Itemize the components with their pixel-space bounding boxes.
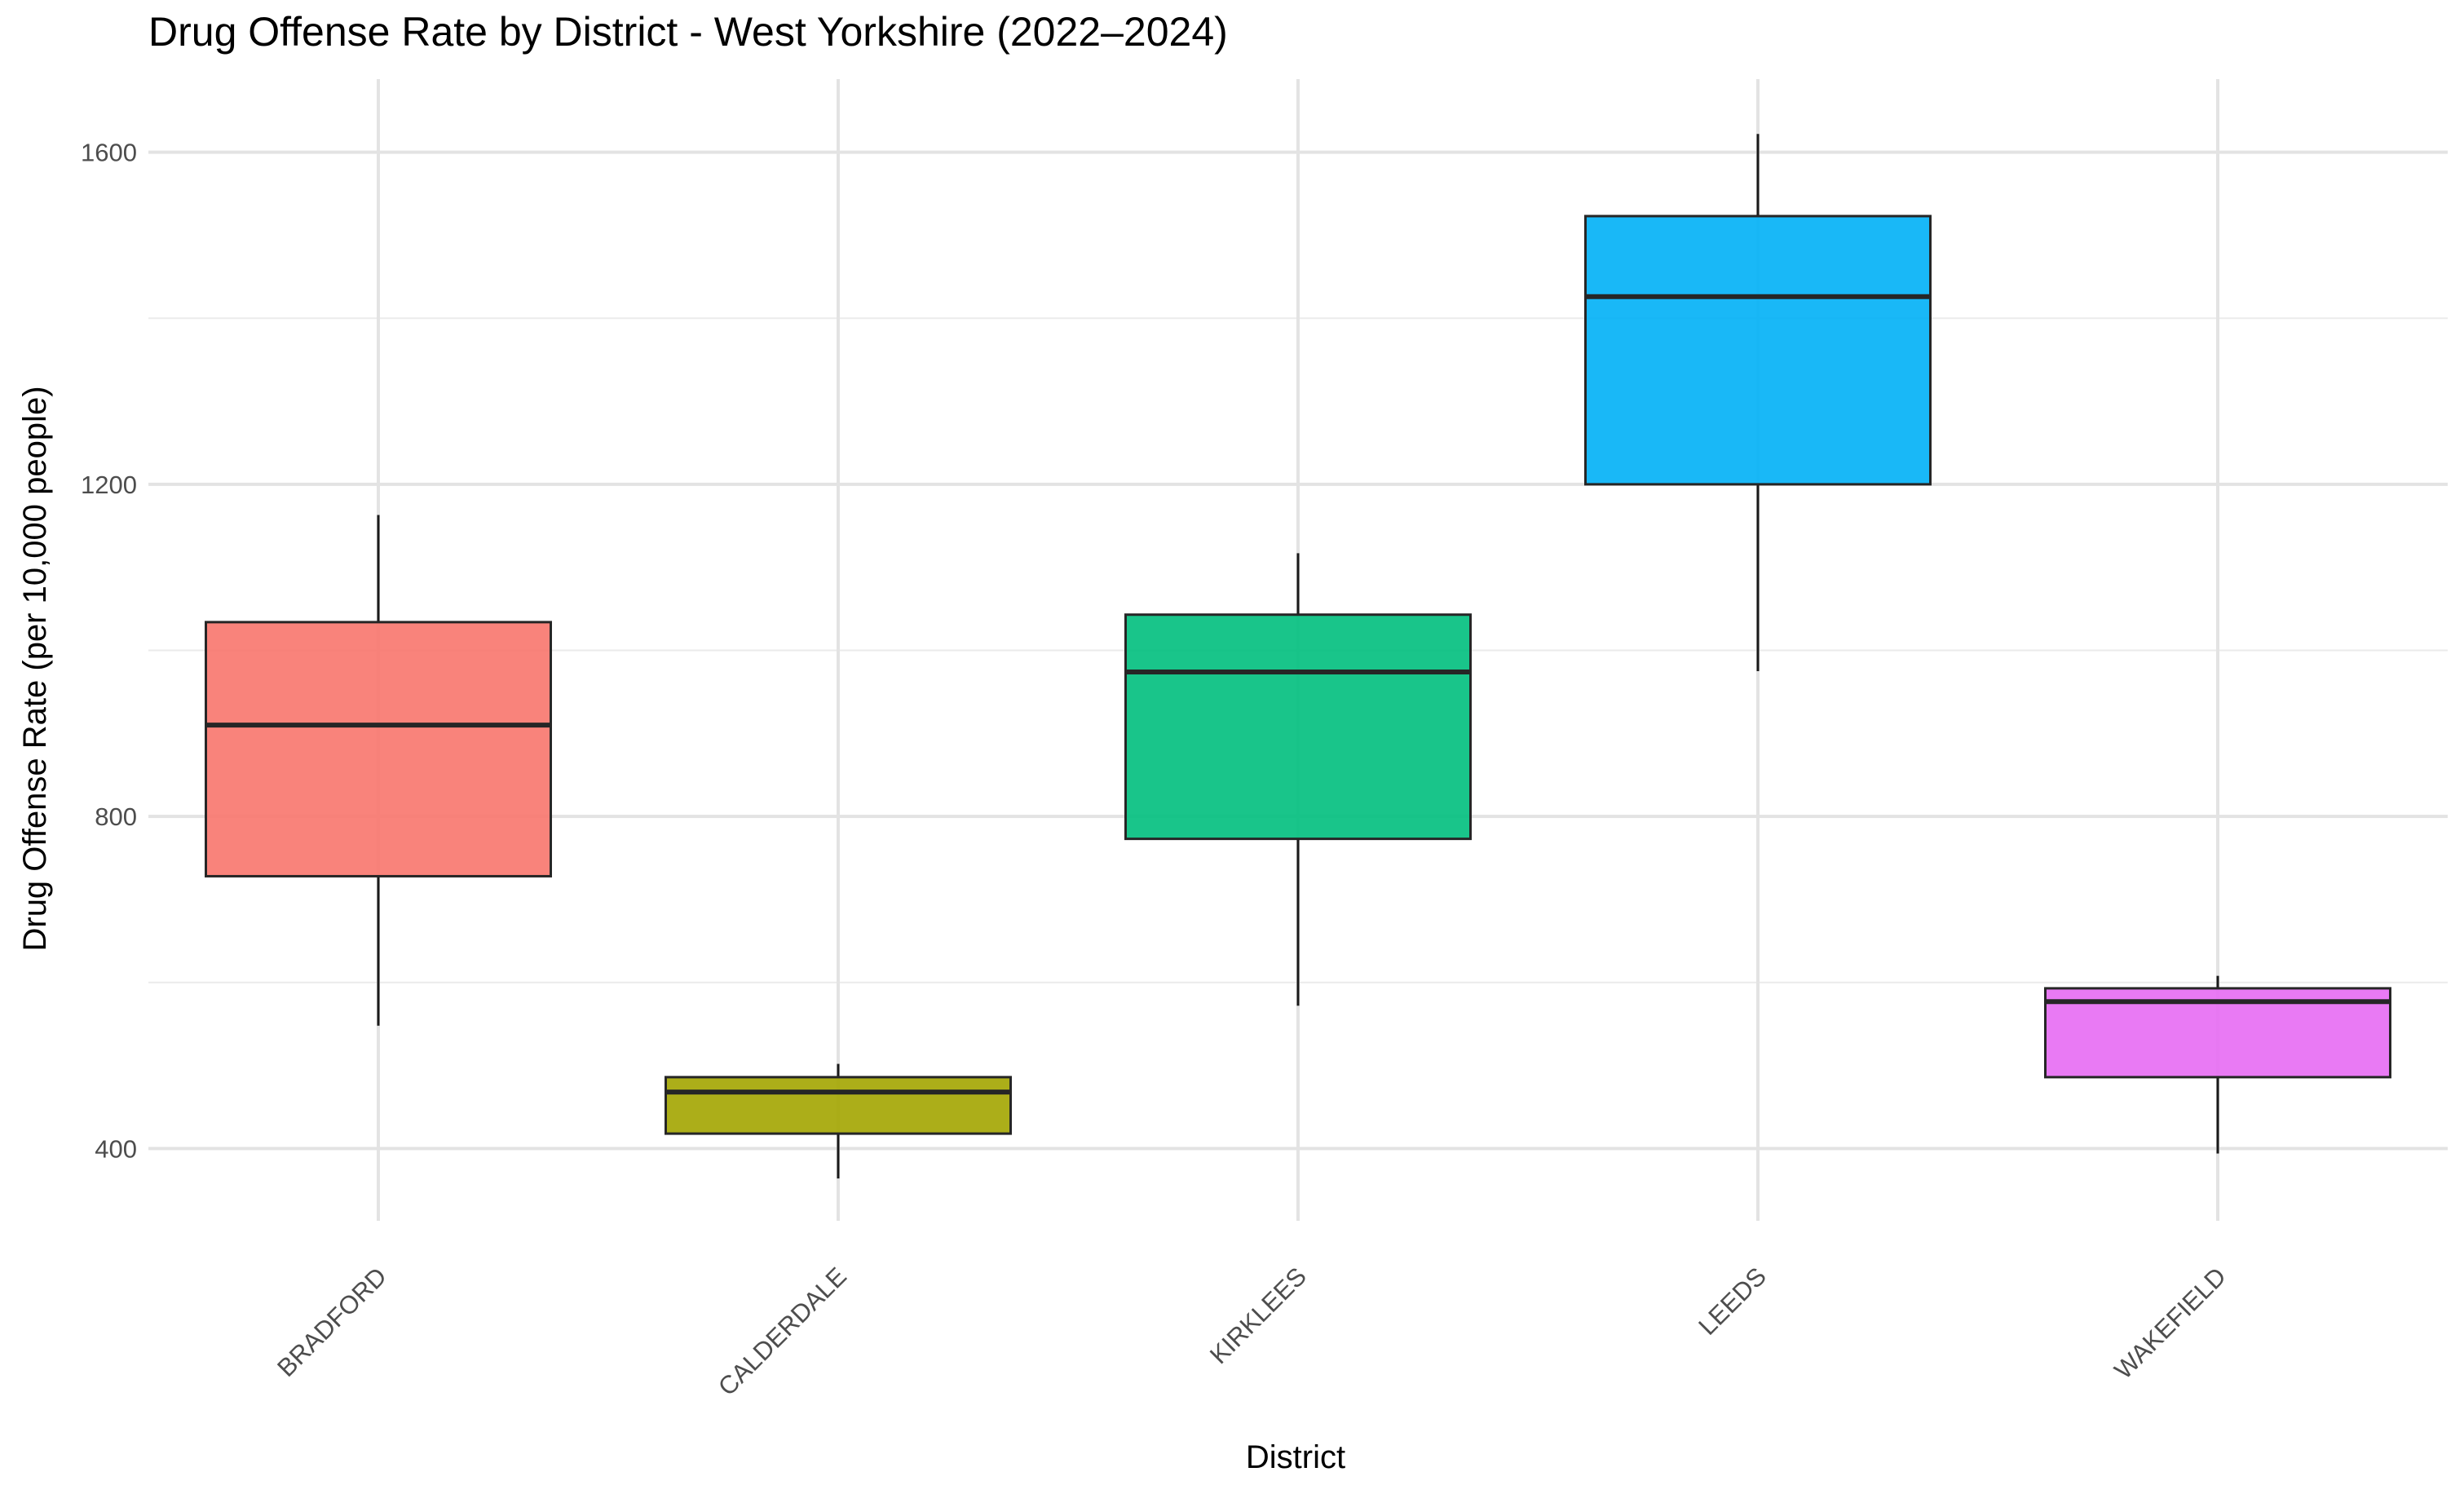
y-axis-title: Drug Offense Rate (per 10,000 people) [17,386,53,951]
box-bradford [205,515,552,1026]
y-tick-label: 400 [95,1134,137,1163]
x-axis-title: District [1246,1439,1345,1475]
x-tick-label: BRADFORD [272,1262,392,1382]
y-tick-label: 800 [95,802,137,831]
iqr-box [1124,613,1472,841]
y-tick-label: 1600 [81,139,137,167]
x-axis-ticks: BRADFORD CALDERDALE KIRKLEES LEEDS WAKEFIELD [272,1262,2232,1401]
iqr-box [205,621,552,877]
box-leeds [1584,134,1932,671]
box-series [205,134,2391,1179]
x-tick-label: WAKEFIELD [2109,1262,2232,1385]
iqr-box [1584,214,1932,486]
box-calderdale [665,1063,1012,1179]
y-axis-ticks: 400 800 1200 1600 [81,139,137,1164]
x-tick-label: CALDERDALE [713,1262,852,1401]
x-tick-label: KIRKLEES [1204,1262,1312,1369]
y-tick-label: 1200 [81,471,137,499]
box-wakefield [2044,975,2391,1154]
chart-title: Drug Offense Rate by District - West Yor… [148,9,1228,55]
iqr-box [665,1076,1012,1135]
x-tick-label: LEEDS [1693,1262,1772,1341]
box-kirklees [1124,553,1472,1006]
